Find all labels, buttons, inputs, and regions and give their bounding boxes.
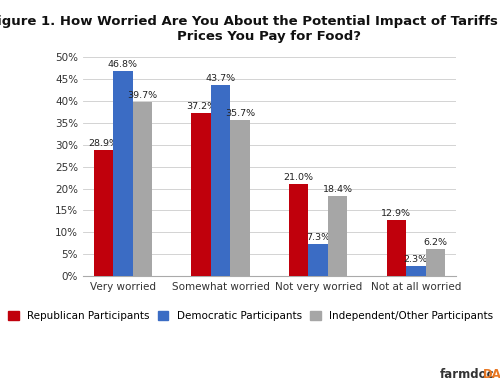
Text: DA: DA — [482, 368, 500, 381]
Bar — [132, 102, 152, 276]
Bar — [406, 266, 425, 276]
Text: 2.3%: 2.3% — [404, 255, 428, 264]
Text: 21.0%: 21.0% — [284, 173, 314, 182]
Text: 39.7%: 39.7% — [128, 92, 158, 100]
Text: 12.9%: 12.9% — [382, 209, 412, 218]
Text: farmdoc: farmdoc — [440, 368, 494, 381]
Text: 18.4%: 18.4% — [322, 185, 352, 194]
Bar — [230, 120, 250, 276]
Bar — [426, 249, 445, 276]
Bar — [328, 196, 347, 276]
Bar — [211, 85, 231, 276]
Title: Figure 1. How Worried Are You About the Potential Impact of Tariffs on the
Price: Figure 1. How Worried Are You About the … — [0, 15, 500, 43]
Bar — [308, 244, 328, 276]
Bar — [113, 71, 132, 276]
Bar — [386, 219, 406, 276]
Text: 28.9%: 28.9% — [88, 139, 118, 148]
Bar — [94, 149, 113, 276]
Text: 46.8%: 46.8% — [108, 61, 138, 69]
Text: 35.7%: 35.7% — [225, 109, 255, 118]
Bar — [289, 184, 308, 276]
Legend: Republican Participants, Democratic Participants, Independent/Other Participants: Republican Participants, Democratic Part… — [8, 311, 493, 321]
Bar — [192, 113, 211, 276]
Text: 37.2%: 37.2% — [186, 102, 216, 111]
Text: 7.3%: 7.3% — [306, 233, 330, 242]
Text: 6.2%: 6.2% — [424, 238, 448, 247]
Text: 43.7%: 43.7% — [206, 74, 236, 83]
